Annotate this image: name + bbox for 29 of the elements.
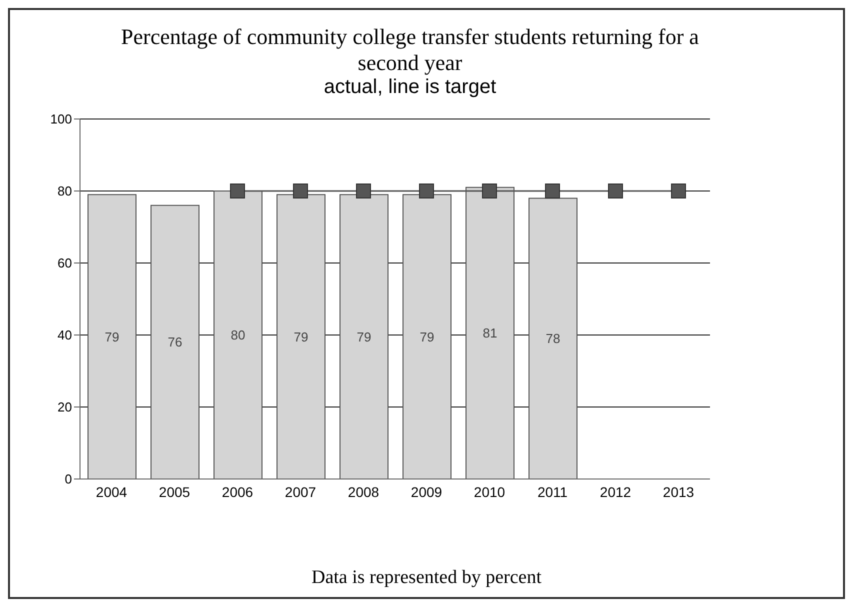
y-tick-label: 80 <box>58 184 72 199</box>
x-tick-label: 2013 <box>662 484 694 500</box>
y-tick-label: 20 <box>58 400 72 415</box>
x-tick-label: 2011 <box>537 484 568 500</box>
data-label: 76 <box>168 334 182 350</box>
data-label: 79 <box>356 329 372 344</box>
x-tick-label: 2006 <box>222 484 254 500</box>
y-tick-label: 40 <box>58 328 72 343</box>
x-tick-label: 2012 <box>600 484 632 500</box>
bar <box>150 204 200 479</box>
x-tick-label: 2009 <box>410 484 442 500</box>
data-label: 79 <box>294 329 308 344</box>
data-label: 79 <box>420 329 434 344</box>
y-tick-label: 0 <box>64 472 72 487</box>
x-tick-label: 2010 <box>474 484 506 500</box>
x-tick-label: 2007 <box>284 484 316 500</box>
text: Data is represented by percent <box>310 567 542 589</box>
x-tick-label: 2008 <box>348 484 380 500</box>
x-tick-label: 2005 <box>158 484 190 500</box>
data-label: 81 <box>482 326 498 341</box>
y-tick-label: 100 <box>50 112 72 127</box>
y-tick-label: 60 <box>58 256 72 271</box>
chart-title: Percentage of community college transfer students returning for a second year <box>120 24 700 76</box>
x-tick-label: 2004 <box>96 484 128 500</box>
chart-subtitle: actual, line is target <box>322 76 498 99</box>
data-label: 79 <box>104 329 120 344</box>
data-label: 80 <box>230 328 246 342</box>
bar <box>88 194 136 479</box>
data-label: 78 <box>546 331 560 346</box>
